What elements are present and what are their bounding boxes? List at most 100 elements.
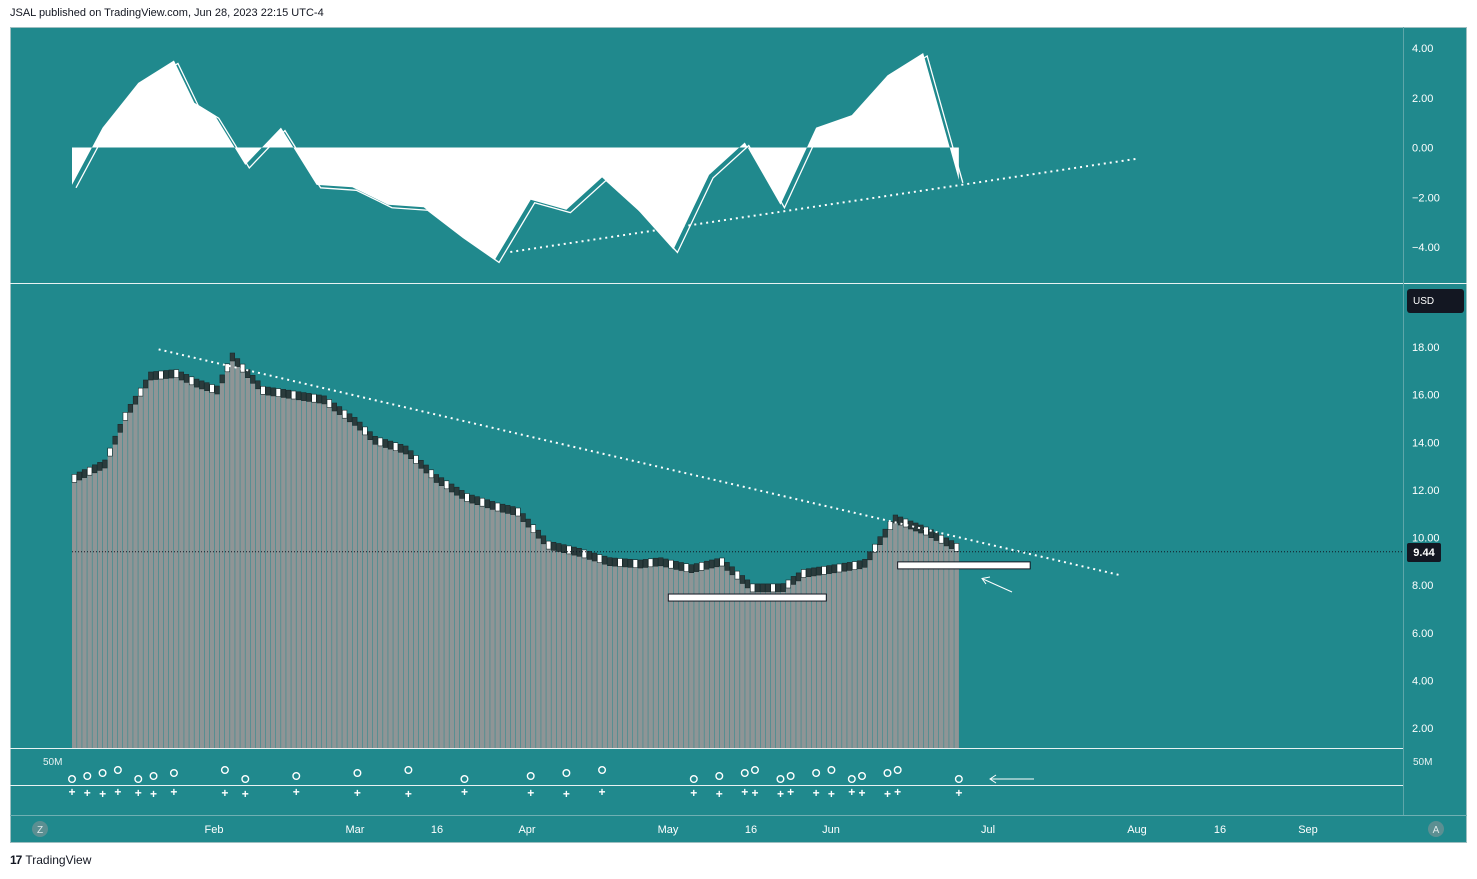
price-candle	[576, 547, 582, 557]
price-bar	[276, 394, 281, 748]
price-bar	[515, 514, 521, 748]
timezone-button	[32, 821, 48, 837]
price-candle	[719, 557, 725, 567]
price-candle	[668, 559, 674, 569]
price-candle	[311, 393, 317, 403]
price-candle	[178, 371, 185, 381]
price-bar	[898, 523, 903, 748]
currency-badge[interactable]	[1407, 289, 1464, 313]
price-candle	[596, 554, 603, 563]
volume-plus-marker: +	[461, 785, 468, 799]
axis-button-label: A	[1433, 825, 1440, 836]
price-candle	[821, 566, 827, 575]
price-candle	[403, 445, 409, 455]
tradingview-footer[interactable]: 17 TradingView	[10, 853, 91, 867]
price-bar	[393, 448, 398, 748]
volume-plus-marker: +	[68, 785, 75, 799]
price-bar	[551, 548, 556, 748]
price-bar	[775, 589, 781, 748]
volume-circle-marker	[241, 775, 250, 784]
price-candle	[673, 561, 679, 570]
price-candle	[199, 380, 205, 390]
price-bar	[184, 380, 189, 748]
price-candle	[658, 557, 664, 567]
price-candle	[387, 440, 394, 450]
price-bar	[357, 428, 363, 748]
volume-plus-marker: +	[955, 786, 962, 800]
price-candle	[183, 374, 190, 383]
time-tick-label: May	[658, 824, 679, 836]
auto-scale-button	[1428, 821, 1444, 837]
price-candle	[392, 442, 399, 452]
price-candle	[678, 562, 684, 571]
price-candle	[709, 559, 715, 569]
volume-panel[interactable]: + + + + + + + + + + + + + + + + + + + + + + + + + + + + +	[67, 766, 963, 801]
volume-circle-marker	[220, 766, 229, 775]
price-bar	[837, 570, 842, 748]
price-bar	[209, 390, 215, 748]
price-candle	[102, 459, 108, 469]
price-bar	[862, 565, 868, 748]
price-candle	[204, 382, 210, 392]
price-bar	[831, 570, 837, 748]
price-candle	[739, 575, 745, 584]
price-bar	[627, 565, 633, 748]
price-bar	[699, 568, 704, 748]
price-candle	[352, 417, 358, 426]
price-candle	[923, 526, 929, 536]
price-bar	[225, 369, 230, 748]
volume-circle-marker	[893, 766, 902, 775]
price-candle	[290, 390, 297, 400]
support-zone	[667, 593, 827, 602]
price-bar	[923, 533, 929, 748]
time-tick-label: 16	[745, 824, 757, 836]
price-candle	[953, 543, 960, 552]
price-bar	[847, 568, 852, 748]
price-bar	[531, 530, 536, 748]
price-bar	[536, 536, 541, 748]
price-candle	[173, 369, 179, 378]
volume-plus-marker: +	[599, 785, 606, 799]
oscillator-panel[interactable]	[72, 52, 1138, 264]
price-bar	[418, 466, 424, 748]
price-candle	[683, 563, 689, 573]
price-candle	[71, 474, 77, 483]
price-candle	[341, 409, 348, 419]
price-bar	[908, 527, 913, 748]
chart-canvas[interactable]: + + + + + + + + + + + + + + + + + + + + + + + + + + + + + 4.002.000.…	[10, 27, 1467, 843]
price-candle	[872, 543, 878, 553]
price-bar	[587, 557, 592, 748]
price-bar	[255, 386, 261, 748]
volume-plus-marker: +	[813, 786, 820, 800]
price-candle	[902, 518, 909, 528]
chart-frame[interactable]: + + + + + + + + + + + + + + + + + + + + + + + + + + + + + 4.00 2.00 0.…	[10, 27, 1467, 843]
price-candle	[831, 564, 837, 574]
price-tick-label: 12.00	[1412, 485, 1440, 497]
price-bar	[112, 442, 118, 748]
oscillator-trendline	[510, 157, 1138, 253]
price-bar	[413, 461, 419, 748]
price-bar	[321, 401, 327, 748]
price-candle	[591, 552, 598, 562]
time-tick-label: Apr	[518, 824, 535, 836]
price-tick-label: 10.00	[1412, 533, 1440, 545]
price-candle	[515, 507, 521, 517]
volume-plus-marker: +	[751, 786, 758, 800]
price-bar	[760, 589, 766, 748]
volume-plus-marker: +	[354, 786, 361, 800]
price-bar	[388, 447, 393, 748]
volume-circle-marker	[812, 769, 821, 778]
price-panel[interactable]	[71, 348, 1403, 748]
price-candle	[479, 497, 485, 507]
price-bar	[444, 486, 449, 748]
price-bar	[174, 375, 179, 748]
arrow-price-annotation	[981, 576, 1013, 593]
price-candle	[219, 374, 225, 384]
price-tick-label: 18.00	[1412, 342, 1440, 354]
volume-plus-marker: +	[99, 787, 106, 801]
volume-circle-marker	[776, 775, 785, 784]
price-candle	[469, 494, 475, 504]
price-bar	[791, 582, 796, 748]
price-candle	[607, 557, 613, 567]
price-candle	[97, 462, 103, 471]
